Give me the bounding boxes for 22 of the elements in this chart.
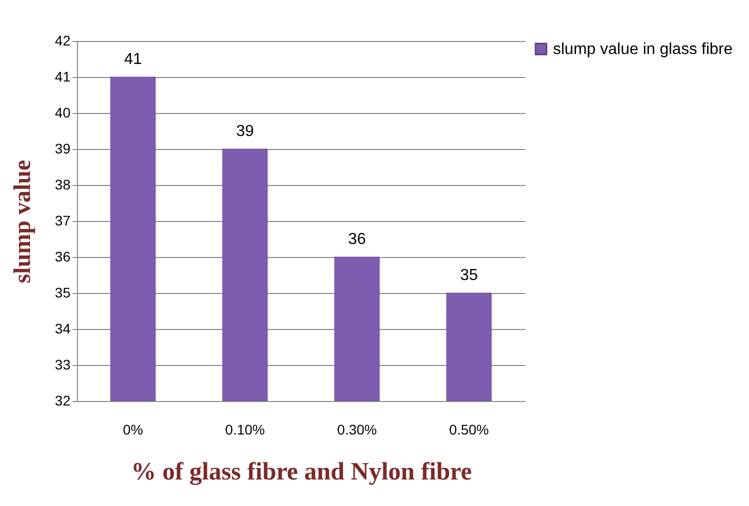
y-tick-label: 40	[54, 104, 71, 120]
y-tick-label: 42	[54, 32, 71, 48]
y-tick-label: 38	[54, 176, 71, 192]
x-tick-label: 0.10%	[225, 422, 265, 438]
x-tick-label: 0.50%	[449, 422, 489, 438]
x-axis-title: % of glass fibre and Nylon fibre	[131, 458, 472, 486]
y-tick-label: 36	[54, 248, 71, 264]
data-label: 35	[460, 267, 478, 284]
x-tick-label: 0%	[122, 422, 144, 438]
y-tick-label: 33	[54, 356, 71, 372]
y-axis-title: slump value	[10, 159, 36, 284]
y-tick-label: 35	[54, 284, 71, 300]
y-tick-label: 34	[54, 320, 71, 336]
data-label: 39	[236, 123, 254, 140]
x-tick-label: 0.30%	[337, 422, 377, 438]
data-label: 36	[348, 231, 366, 248]
data-label: 41	[124, 51, 142, 68]
y-tick-label: 39	[54, 140, 71, 156]
legend-label: slump value in glass fibre	[553, 41, 733, 58]
y-tick-label: 32	[54, 392, 71, 408]
y-tick-label: 41	[54, 68, 71, 84]
y-tick-label: 37	[54, 212, 71, 228]
